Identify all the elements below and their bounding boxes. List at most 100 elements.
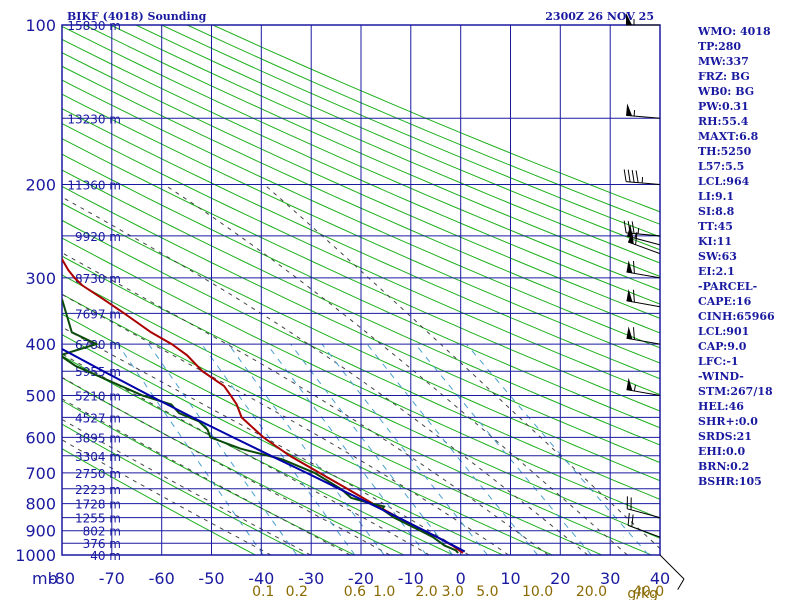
index-item: LI:9.1	[698, 190, 735, 203]
temperature-labels: -80 -70 -60 -50 -40 -30 -20 -10 0 10 20 30 40	[49, 569, 670, 588]
wind-barb-flag	[623, 220, 627, 233]
index-item: LCL:901	[698, 325, 750, 338]
mixing-ratio-tick-label: 0.1	[252, 584, 274, 600]
chart-title: BIKF (4018) Sounding	[67, 10, 207, 23]
height-label: 3304 m	[75, 450, 121, 464]
wind-barb	[659, 554, 685, 590]
pressure-tick-label: 600	[25, 428, 56, 447]
index-item: CAP:9.0	[698, 340, 747, 353]
moist-adiabat	[62, 326, 470, 555]
index-item: SHR+:0.0	[698, 415, 758, 428]
height-label: 2750 m	[75, 467, 121, 481]
index-item: TH:5250	[698, 145, 752, 158]
height-label: 2223 m	[75, 483, 121, 497]
stability-indices-panel: WMO: 4018 TP:280 MW:337 FRZ: BG WB0: BG PW:0.…	[698, 24, 798, 489]
wind-barb-staff	[626, 181, 661, 185]
dry-adiabat	[62, 377, 405, 555]
height-label: 3895 m	[75, 431, 121, 445]
mixing-ratio-labels: 0.1 0.2 0.6 1.0 2.0 3.0 5.0 10.0 20.0 40.0	[252, 584, 664, 600]
temperature-tick-label: 0	[456, 569, 466, 588]
height-label: 4527 m	[75, 411, 121, 425]
pressure-tick-label: 100	[25, 16, 56, 35]
index-item: EI:2.1	[698, 265, 735, 278]
temperature-tick-label: -50	[198, 569, 224, 588]
mixing-ratio-tick-label: 20.0	[576, 584, 607, 600]
dry-adiabat	[62, 25, 660, 291]
moist-adiabat	[62, 196, 589, 555]
wind-barb-staff	[626, 389, 661, 396]
wind-barb	[626, 289, 661, 308]
wind-barb	[626, 103, 661, 119]
index-item: CINH:65966	[698, 310, 775, 323]
temperature-tick-label: -30	[298, 569, 324, 588]
wind-barb	[627, 513, 661, 538]
mixing-ratio-line	[148, 343, 298, 555]
height-label: 15830 m	[67, 19, 121, 33]
pressure-tick-label: 700	[25, 464, 56, 483]
wind-barb-staff	[626, 114, 661, 119]
plot-frame	[61, 24, 661, 556]
height-label: 40 m	[90, 549, 121, 563]
wind-barb-flag	[635, 170, 639, 183]
mixing-ratio-tick-label: 5.0	[476, 584, 498, 600]
dewpoint-trace	[62, 298, 459, 554]
height-label: 6780 m	[75, 338, 121, 352]
index-item: PW:0.31	[698, 100, 749, 113]
wind-barbs	[623, 13, 685, 590]
wind-barb-staff	[627, 241, 661, 255]
wind-barb-halfflag	[641, 176, 644, 184]
wind-barb	[623, 169, 661, 185]
wind-barb-flag	[635, 232, 638, 245]
temperature-tick-label: 20	[550, 569, 570, 588]
wind-barb-halfflag	[634, 232, 637, 239]
wind-barb-pennant	[626, 260, 633, 273]
height-label: 376 m	[83, 537, 121, 551]
index-item: L57:5.5	[698, 160, 745, 173]
wind-barb-flag	[627, 169, 631, 182]
mixing-ratio-tick-label: 2.0	[415, 584, 437, 600]
index-item: STM:267/18	[698, 385, 773, 398]
mixing-ratio-line	[366, 343, 538, 555]
index-item: -WIND-	[698, 370, 744, 383]
wind-barb-flag	[631, 514, 634, 527]
temperature-tick-label: -40	[248, 569, 274, 588]
index-item: SW:63	[698, 250, 737, 263]
wind-barb	[626, 377, 661, 396]
dry-adiabat	[84, 25, 660, 277]
wind-barb	[626, 326, 661, 345]
wind-barb-flag	[631, 221, 635, 234]
height-label: 11360 m	[67, 179, 121, 193]
index-item: KI:11	[698, 235, 733, 248]
index-item: RH:55.4	[698, 115, 749, 128]
parcel-trace	[62, 347, 466, 553]
pressure-labels: 100 200 300 400 500 600 700 800 900 1000	[15, 16, 56, 565]
temperature-tick-label: -80	[49, 569, 75, 588]
index-item: HEL:46	[698, 400, 744, 413]
mixing-ratio-tick-label: 0.6	[344, 584, 366, 600]
pressure-tick-label: 200	[25, 176, 56, 195]
height-label: 1728 m	[75, 498, 121, 512]
moist-adiabat	[263, 184, 660, 550]
mixing-ratio-tick-label: 40.0	[633, 584, 664, 600]
mixing-ratio-lines	[117, 343, 649, 555]
wind-barb-flag	[627, 513, 630, 526]
mixing-ratio-tick-label: 3.0	[442, 584, 464, 600]
height-label: 7697 m	[75, 307, 121, 321]
wind-barb-staff	[626, 300, 661, 308]
wind-barb-pennant	[628, 230, 634, 244]
temperature-tick-label: 40	[650, 569, 670, 588]
index-item: BRN:0.2	[698, 460, 750, 473]
pressure-tick-label: 400	[25, 335, 56, 354]
index-item: TP:280	[698, 40, 742, 53]
mixing-ratio-line	[290, 343, 454, 555]
height-label: 802 m	[83, 525, 121, 539]
index-item: BSHR:105	[698, 475, 762, 488]
temperature-tick-label: -70	[99, 569, 125, 588]
mixing-ratio-tick-label: 0.2	[286, 584, 308, 600]
dry-adiabat	[62, 52, 660, 319]
pressure-tick-label: 800	[25, 495, 56, 514]
height-label: 8730 m	[75, 272, 121, 286]
wind-barb-flag	[633, 327, 635, 340]
wind-barb-pennant	[626, 326, 633, 340]
